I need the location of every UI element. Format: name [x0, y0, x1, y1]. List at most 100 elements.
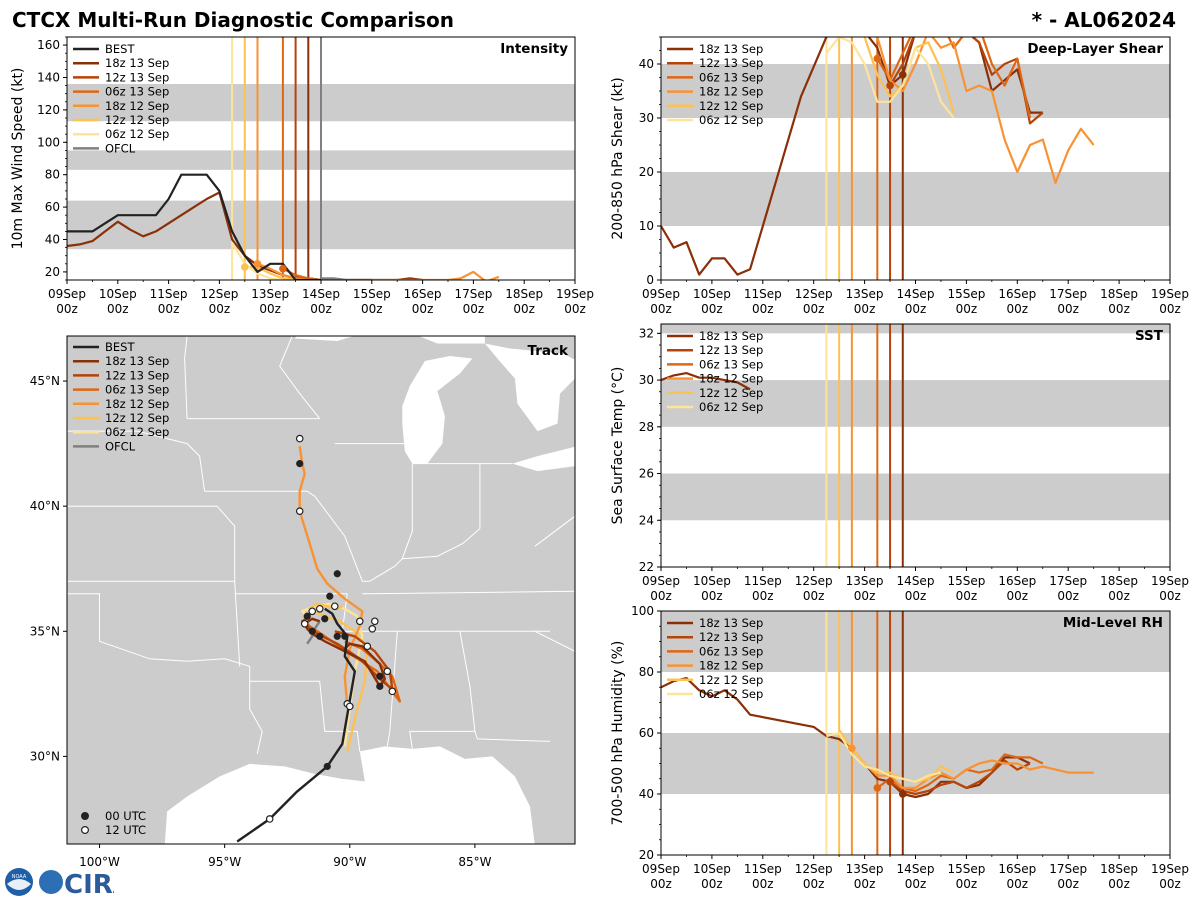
intensity-xtick-hour: 00z: [412, 302, 434, 316]
rh-xtick-hour: 00z: [1159, 877, 1181, 891]
intensity-ytick-label: 80: [45, 168, 60, 182]
track-point-00utc: [376, 682, 384, 690]
track-point-00utc: [296, 460, 304, 468]
sst-title: SST: [1135, 328, 1164, 344]
sst-xtick-hour: 00z: [905, 589, 927, 603]
sst-legend-label: 06z 13 Sep: [699, 357, 763, 371]
rh-plot-area: [661, 611, 1170, 855]
rh-series-line: [826, 731, 942, 783]
sst-xtick-hour: 00z: [1108, 589, 1130, 603]
shear-band: [661, 64, 1170, 118]
shear-xtick-date: 11Sep: [744, 287, 782, 301]
rh-ytick-label: 60: [639, 726, 654, 740]
track-legend-label: 06z 12 Sep: [105, 425, 169, 439]
shear-series-line: [876, 37, 1032, 119]
track-point-12utc: [315, 604, 324, 613]
rh-xtick-date: 17Sep: [1049, 862, 1087, 876]
rh-ylabel: 700-500 hPa Humidity (%): [610, 641, 626, 826]
track-point-12utc: [295, 507, 304, 515]
shear-legend-label: 12z 12 Sep: [699, 99, 763, 113]
state-boundary: [67, 593, 100, 642]
track-legend-label: 18z 13 Sep: [105, 354, 169, 368]
sst-xtick-hour: 00z: [803, 589, 825, 603]
sst-plot-bg: [661, 324, 1170, 567]
sst-band: [661, 324, 1170, 334]
shear-xtick-hour: 00z: [1159, 302, 1181, 316]
track-point-00utc: [323, 762, 331, 771]
intensity-xtick-hour: 00z: [107, 302, 129, 316]
rh-xtick-date: 19Sep: [1151, 862, 1189, 876]
state-boundary: [362, 590, 575, 595]
intensity-series-line: [67, 173, 321, 280]
intensity-series-line: [257, 262, 500, 280]
sst-xtick-hour: 00z: [650, 589, 672, 603]
intensity-xtick-hour: 00z: [564, 302, 586, 316]
sst-ytick-label: 22: [639, 560, 654, 574]
intensity-xtick-date: 13Sep: [251, 287, 289, 301]
intensity-xtick-date: 15Sep: [353, 287, 391, 301]
shear-series-line: [839, 37, 955, 113]
track-xtick-label: 100°W: [79, 855, 120, 869]
track-point-00utc: [303, 612, 311, 620]
rh-xtick-hour: 00z: [803, 877, 825, 891]
rh-legend-label: 06z 13 Sep: [699, 644, 763, 658]
track-point-12utc: [363, 642, 372, 651]
intensity-xtick-hour: 00z: [310, 302, 332, 316]
state-boundary: [314, 495, 370, 582]
intensity-xtick-date: 11Sep: [150, 287, 188, 301]
shear-series-line: [825, 37, 955, 119]
shear-legend-label: 06z 13 Sep: [699, 70, 763, 84]
intensity-legend-label: 12z 12 Sep: [105, 113, 169, 127]
shear-legend-label: 18z 12 Sep: [699, 85, 763, 99]
rh-xtick-date: 16Sep: [998, 862, 1036, 876]
state-boundary: [369, 528, 481, 582]
track-point-12utc: [388, 687, 397, 696]
state-boundary: [279, 336, 321, 419]
intensity-legend-label: 06z 13 Sep: [105, 85, 169, 99]
cira-logo: NOAA CIRA: [4, 866, 133, 900]
shear-xtick-date: 13Sep: [846, 287, 884, 301]
intensity-xtick-date: 18Sep: [505, 287, 543, 301]
state-boundary: [67, 430, 206, 492]
rh-ytick-label: 20: [639, 848, 654, 862]
sst-ytick-label: 26: [639, 467, 654, 481]
intensity-xtick-hour: 00z: [56, 302, 78, 316]
shear-legend-label: 12z 13 Sep: [699, 56, 763, 70]
sst-ytick-label: 32: [639, 326, 654, 340]
figure-title: CTCX Multi-Run Diagnostic Comparison: [12, 8, 454, 32]
sst-series-line: [661, 372, 751, 391]
track-point-12utc: [308, 607, 317, 616]
intensity-xtick-date: 19Sep: [556, 287, 594, 301]
intensity-series-line: [321, 277, 372, 280]
sst-xtick-date: 15Sep: [947, 574, 985, 588]
track-xtick-label: 95°W: [208, 855, 241, 869]
sst-legend-label: 12z 13 Sep: [699, 343, 763, 357]
intensity-xtick-date: 09Sep: [48, 287, 86, 301]
rh-xtick-hour: 00z: [650, 877, 672, 891]
rh-xtick-hour: 00z: [1007, 877, 1029, 891]
noaa-seal-text: NOAA: [12, 874, 27, 880]
state-boundary: [249, 666, 263, 755]
intensity-ytick-label: 100: [37, 135, 60, 149]
rh-legend-label: 18z 13 Sep: [699, 616, 763, 630]
rh-legend-label: 12z 12 Sep: [699, 673, 763, 687]
rh-band: [661, 733, 1170, 794]
rh-init-marker: [848, 744, 856, 753]
sst-xtick-date: 09Sep: [642, 574, 680, 588]
shear-xtick-hour: 00z: [1108, 302, 1130, 316]
intensity-xtick-hour: 00z: [209, 302, 231, 316]
rh-legend-label: 18z 12 Sep: [699, 659, 763, 673]
track-legend2-label: 00 UTC: [105, 809, 146, 823]
rh-legend-label: 06z 12 Sep: [699, 687, 763, 701]
rh-xtick-date: 14Sep: [897, 862, 935, 876]
shear-plot-area: [661, 37, 1170, 280]
state-boundary: [99, 640, 250, 667]
intensity-xtick-date: 14Sep: [302, 287, 340, 301]
track-legend2-label: 12 UTC: [105, 823, 146, 837]
rh-xtick-date: 10Sep: [693, 862, 731, 876]
state-boundary: [474, 731, 551, 742]
sst-xtick-date: 11Sep: [744, 574, 782, 588]
track-panel: 100°W 95°W 90°W 85°W 30°N 35°N 40°N 45°N Track BE…: [30, 335, 576, 869]
rh-xtick-hour: 00z: [1057, 877, 1079, 891]
